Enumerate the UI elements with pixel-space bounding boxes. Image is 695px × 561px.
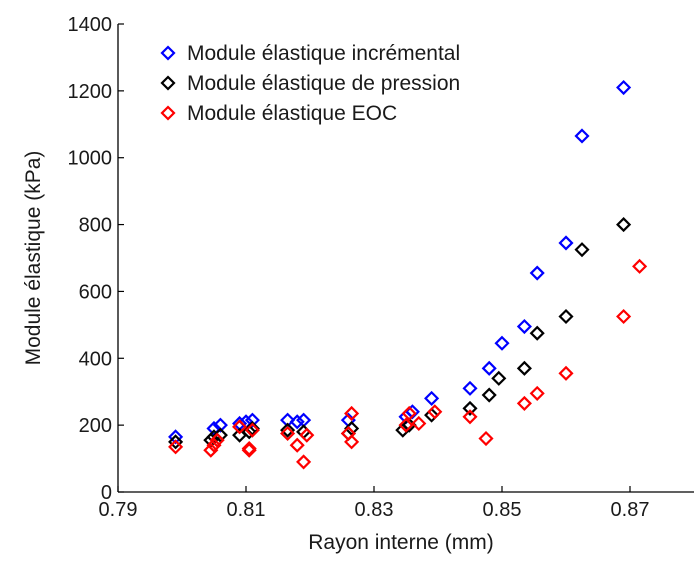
data-point [168,439,184,455]
data-point [574,242,590,258]
data-point [289,414,305,430]
data-point [289,437,305,453]
data-point [296,454,312,470]
data-points [168,79,648,470]
x-tick-label: 0.87 [611,499,650,521]
legend-marker-incremental [160,45,176,61]
legend-label-incremental: Module élastique incrémental [187,42,460,65]
data-point [241,442,257,458]
y-tick-label: 800 [79,215,112,237]
data-point [529,265,545,281]
data-point [168,429,184,445]
legend-marker-eoc [160,105,176,121]
data-point [344,405,360,421]
data-point [203,442,219,458]
data-point [299,427,315,443]
data-point [516,318,532,335]
data-point [558,308,574,325]
y-axis-title: Module élastique (kPa) [22,151,45,366]
data-point [244,412,260,428]
data-point [401,405,417,421]
data-point [558,365,574,381]
y-tick-label: 600 [79,281,112,303]
x-tick-label: 0.85 [483,499,522,521]
data-point [494,335,510,351]
data-point [280,422,296,438]
data-point [244,420,260,437]
x-tick-label: 0.83 [355,499,394,521]
y-tick-labels: 0 200 400 600 800 1000 1200 1400 [68,14,113,504]
data-point [212,417,228,433]
y-tick-label: 400 [79,348,112,370]
data-point [616,79,632,96]
series-2 [168,258,648,470]
data-point [280,425,296,442]
data-point [616,217,632,233]
data-point [424,407,440,423]
data-point [632,258,648,274]
data-point [209,432,225,448]
data-point [462,400,478,416]
data-point [244,422,260,438]
series-1 [168,217,632,450]
data-point [558,235,574,251]
y-tick-label: 200 [79,415,112,437]
legend-marker-pression [160,75,176,91]
y-tick-label: 0 [101,482,112,504]
data-point [212,427,228,443]
x-axis-title: Rayon interne (mm) [308,531,494,554]
y-tick-label: 1000 [68,148,113,170]
data-point [462,380,478,396]
legend: Module élastique incrémental Module élas… [160,42,460,125]
data-point [462,409,478,425]
data-point [427,404,443,420]
legend-entry-eoc: Module élastique EOC [160,102,397,125]
data-point [516,395,532,411]
data-point [529,385,545,401]
data-point [478,430,494,447]
data-point [424,390,440,406]
legend-label-eoc: Module élastique EOC [187,102,397,125]
data-point [491,370,507,386]
x-tick-label: 0.79 [99,499,138,521]
y-tick-label: 1200 [68,81,113,103]
legend-label-pression: Module élastique de pression [187,72,460,95]
data-point [203,432,219,448]
data-point [232,419,248,435]
axes [117,23,694,493]
data-point [206,437,222,453]
x-tick-label: 0.81 [227,499,266,521]
data-point [529,325,545,341]
series-0 [168,79,632,445]
data-point [398,417,414,433]
data-point [516,360,532,376]
data-point [481,360,497,376]
data-point [411,415,427,432]
data-point [241,440,257,457]
data-point [574,128,590,144]
data-point [344,434,360,450]
data-point [616,308,632,325]
legend-entry-pression: Module élastique de pression [160,72,460,95]
x-tick-labels: 0.79 0.81 0.83 0.85 0.87 [99,499,650,521]
data-point [168,434,184,450]
y-tick-label: 1400 [68,14,113,36]
data-point [481,387,497,403]
legend-entry-incremental: Module élastique incrémental [160,42,460,65]
